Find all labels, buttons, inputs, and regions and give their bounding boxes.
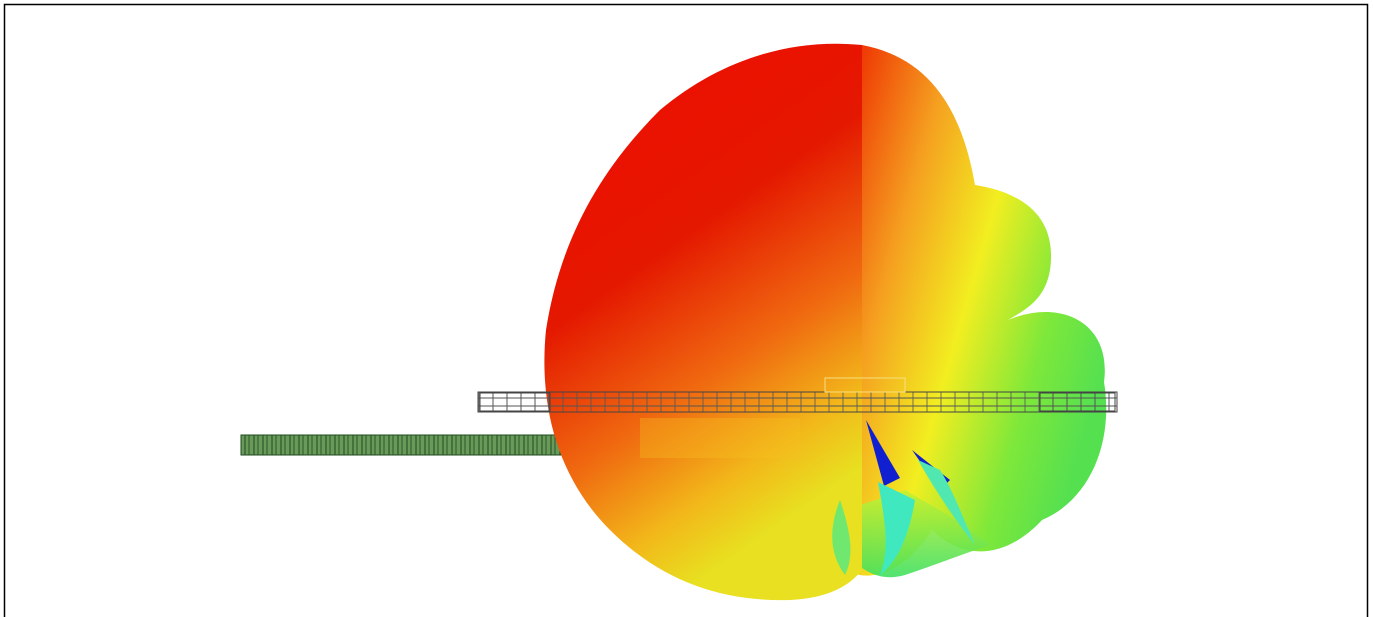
antenna-element	[480, 393, 550, 411]
viewport	[0, 0, 1373, 617]
antenna-array	[478, 392, 1117, 412]
ground-plane	[640, 418, 800, 458]
antenna-element	[1040, 393, 1115, 411]
